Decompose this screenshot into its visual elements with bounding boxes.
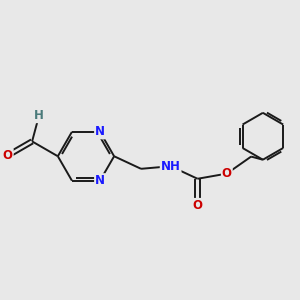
Text: H: H	[34, 109, 44, 122]
Text: O: O	[193, 199, 202, 212]
Text: O: O	[3, 149, 13, 162]
Text: N: N	[95, 125, 105, 138]
Text: O: O	[222, 167, 232, 180]
Text: N: N	[95, 174, 105, 187]
Text: NH: NH	[161, 160, 181, 173]
